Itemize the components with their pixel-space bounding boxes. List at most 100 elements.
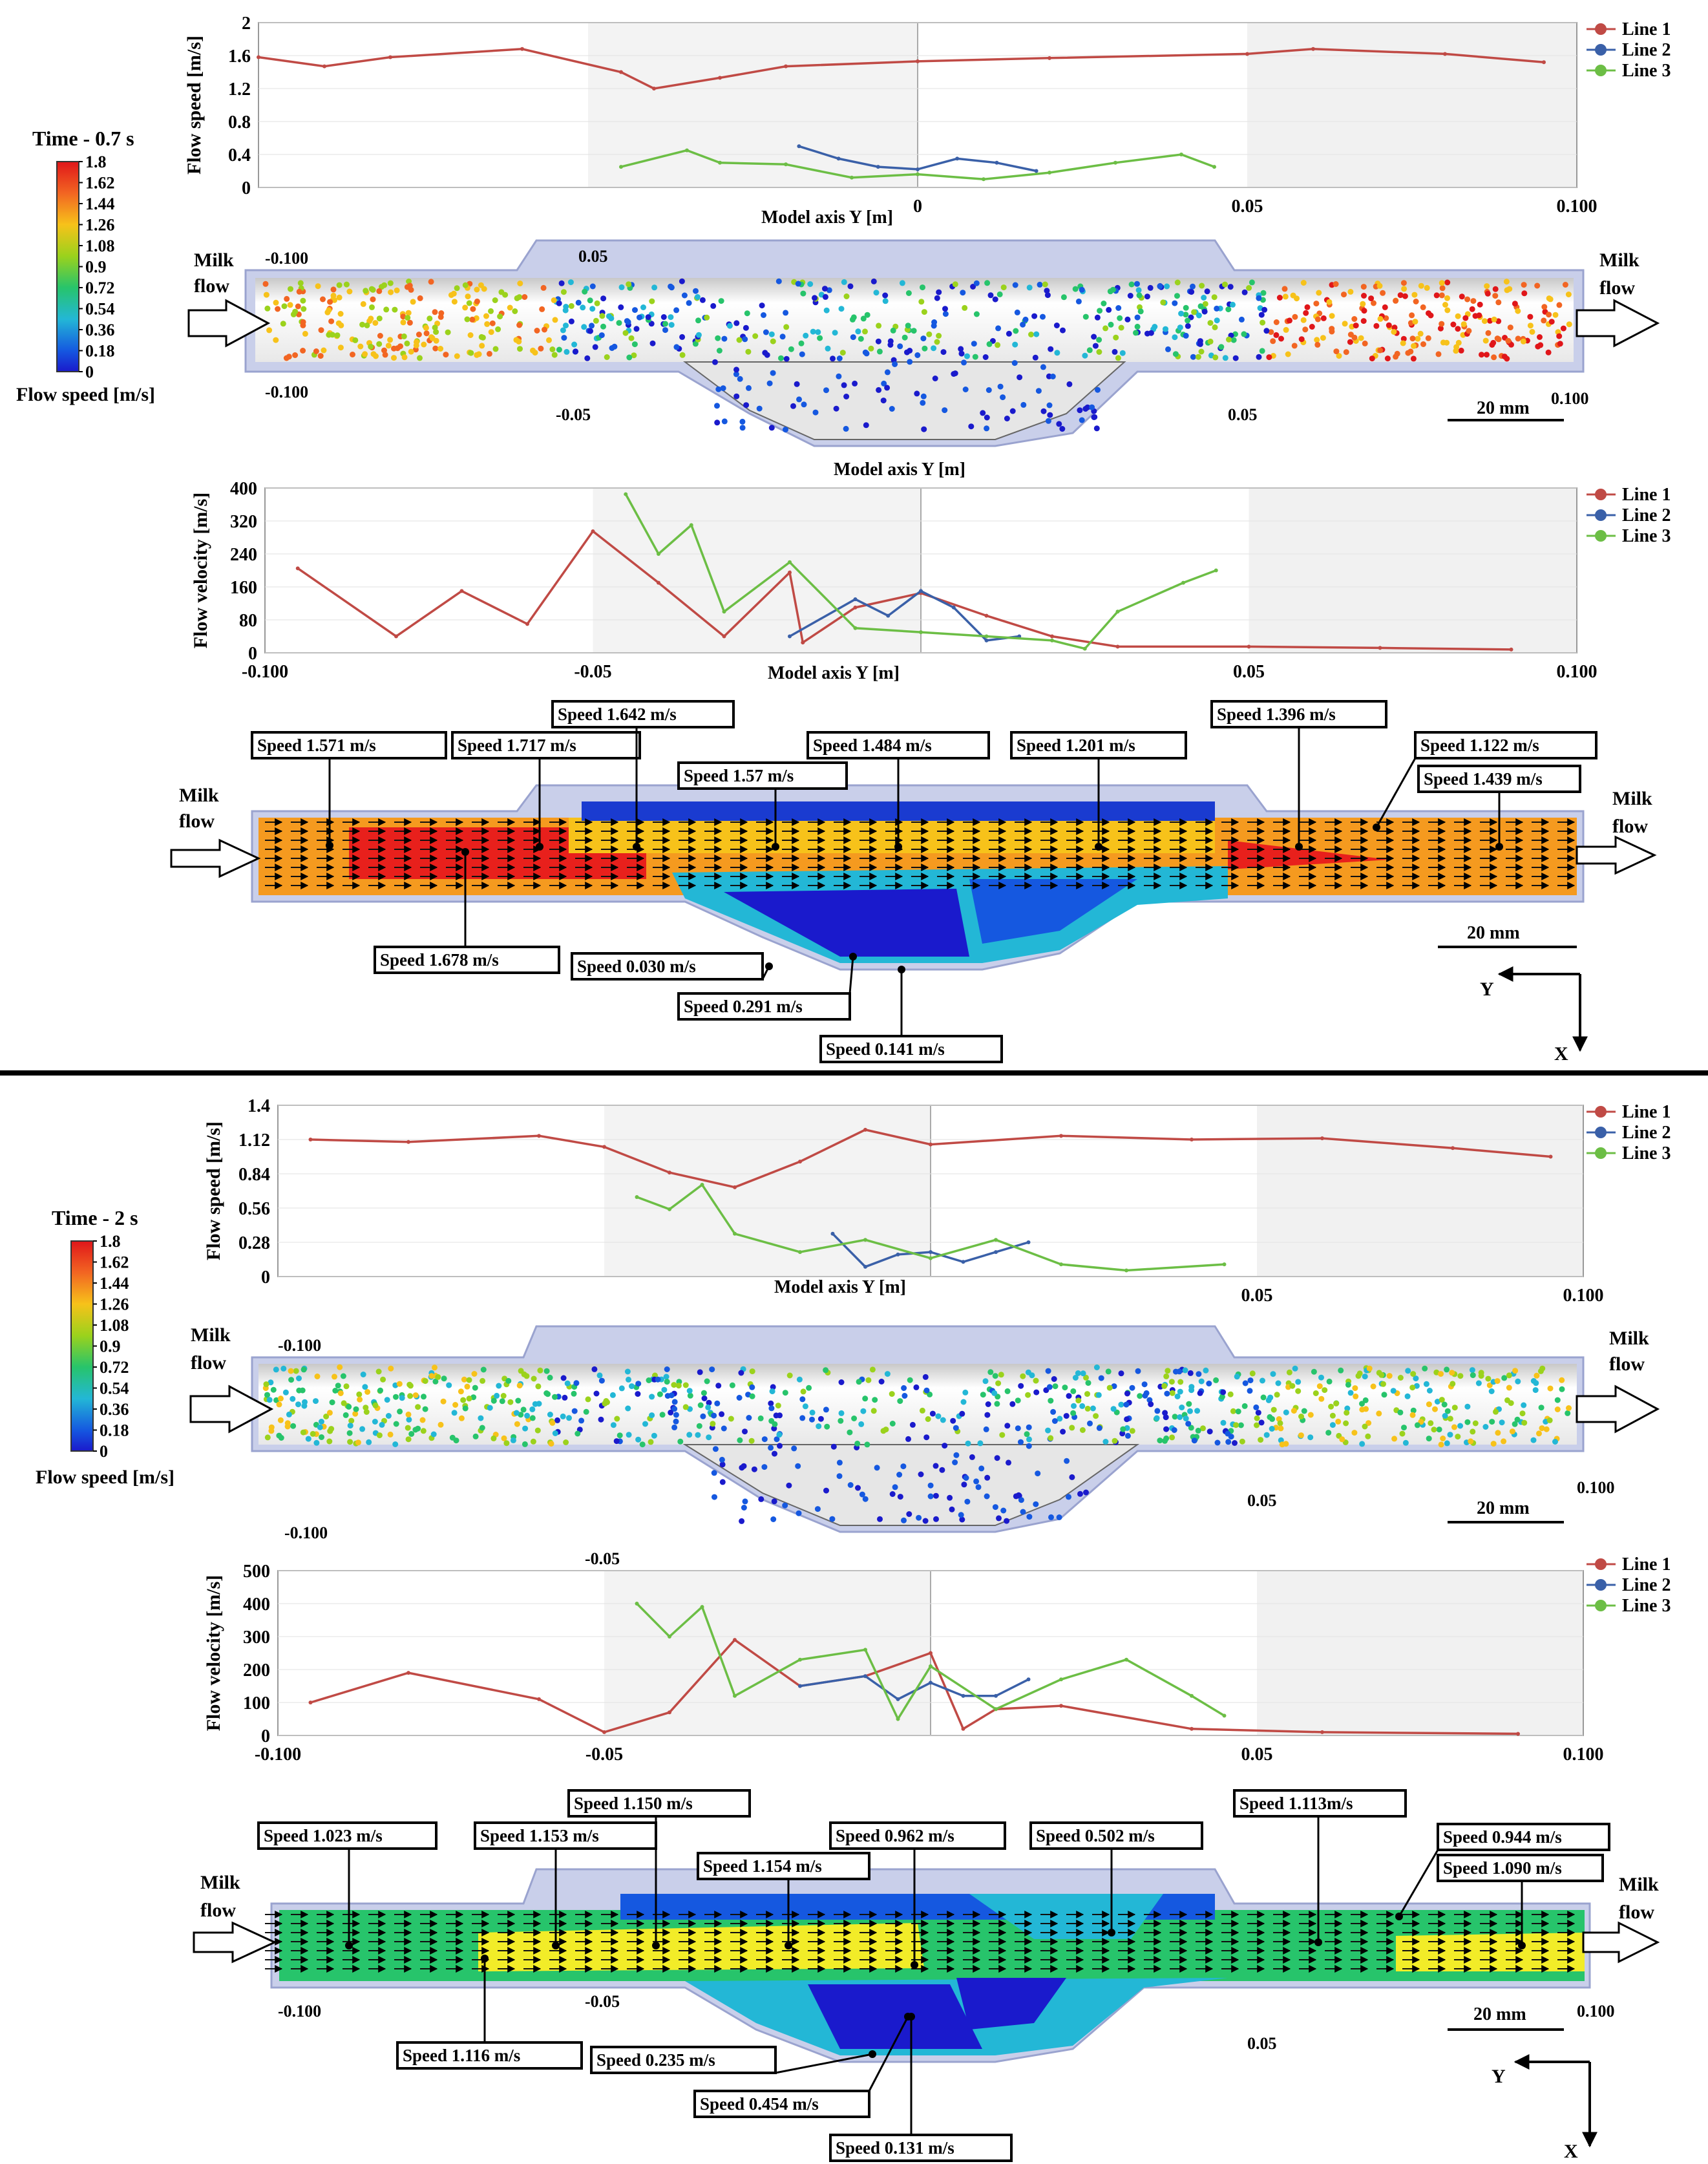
data-point [685,148,689,153]
particle [462,1405,469,1412]
particle [1077,1490,1083,1497]
data-point [1113,160,1117,165]
particle [847,1429,853,1436]
particle [934,295,940,301]
particle [1134,314,1141,321]
particle [838,1379,845,1385]
particle [1344,1410,1350,1416]
particle [560,289,567,295]
particle [1161,1383,1168,1389]
particle [1177,1379,1184,1385]
particle [949,1506,955,1512]
data-point [984,634,989,639]
particle [978,1465,985,1472]
speed-callout: Speed 1.153 m/s [480,1826,599,1845]
particle [826,287,832,293]
particle [546,337,552,343]
particle [412,1392,419,1399]
particle [1230,301,1236,308]
particle [581,324,587,330]
flow-label: flow [200,1900,236,1921]
particle [1380,1381,1386,1387]
particle [1482,1424,1489,1430]
particle [264,1392,270,1398]
particle [1360,301,1366,307]
axis-label: 0.05 [578,247,608,266]
particle [394,287,400,293]
particle [1303,310,1309,316]
particle [1112,348,1118,355]
particle [369,304,375,310]
particle [545,1391,551,1397]
particle [412,1427,419,1433]
particle [1256,354,1262,360]
particle [1433,292,1440,299]
particle [417,295,423,301]
particle [1201,295,1207,301]
particle [479,343,485,349]
x-tick-label: 0.05 [1232,196,1263,217]
particle [1118,1370,1124,1377]
data-point [1115,644,1120,649]
particle [919,1407,925,1414]
colorbar-2s: Time - 2 s 1.81.621.441.261.080.90.720.5… [36,1206,174,1488]
callout-dot [552,1942,560,1949]
particle [897,1398,903,1405]
particle-cloud [262,278,1572,433]
particle [1400,280,1407,286]
particle [1227,284,1234,290]
particle [1106,306,1112,313]
particle [1565,292,1572,297]
callout-box [819,1035,1003,1063]
particle [995,325,1002,332]
axis-label: 0.05 [1247,1491,1277,1510]
particle [1342,321,1348,327]
data-point [961,1260,965,1264]
particle [829,1516,836,1522]
particle [1488,1388,1495,1394]
particle [318,1419,324,1425]
particle [281,303,288,310]
particle [1566,1405,1572,1411]
particle [768,1445,774,1451]
particle [290,311,297,317]
particle [1289,1383,1296,1389]
particle [742,1428,748,1435]
particle [270,1386,277,1393]
particle [499,1398,505,1405]
particle [697,1402,704,1408]
particle [1260,1377,1265,1384]
data-point [994,1693,998,1698]
particle [1062,1384,1068,1391]
particle [278,1435,284,1441]
axis-label: -0.05 [556,405,591,424]
speed-callout: Speed 1.201 m/s [1017,736,1135,755]
y-tick-label: 1.2 [228,80,251,100]
particle [1017,374,1023,381]
particle [350,352,355,357]
colorbar-tick-label: 0 [100,1442,108,1461]
data-point [257,55,260,59]
data-point [537,1697,541,1701]
particle [363,1409,370,1415]
particle [739,418,746,425]
particle [1274,1392,1280,1398]
particle [783,310,789,316]
particle [522,294,528,300]
particle [1124,1390,1130,1397]
particle [1177,324,1183,331]
particle [600,323,606,330]
particle [348,1417,355,1424]
data-point [1516,1732,1520,1736]
particle [1040,408,1047,414]
x-tick-label: 0.100 [1563,1745,1604,1765]
particle [923,1387,930,1394]
speed-callout: Speed 0.944 m/s [1443,1827,1562,1847]
particle [987,1369,994,1375]
data-point [836,156,841,161]
particle [347,1423,353,1429]
particle [580,304,586,311]
particle [1441,1401,1448,1408]
particle [931,345,937,352]
